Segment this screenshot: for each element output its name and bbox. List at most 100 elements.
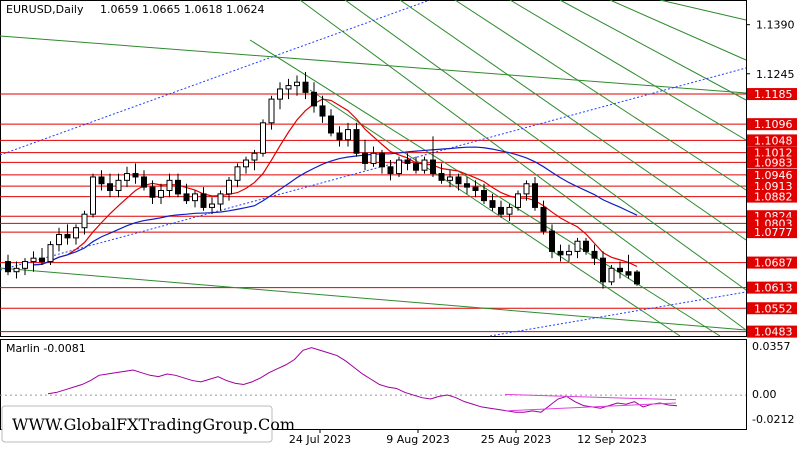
candle-body bbox=[472, 186, 479, 191]
level-badge-label: 1.0613 bbox=[754, 282, 793, 295]
time-tick-label: 12 Sep 2023 bbox=[577, 433, 647, 446]
time-tick-label: 24 Jul 2023 bbox=[289, 433, 351, 446]
drawing-layer bbox=[0, 0, 747, 337]
osc-scale-top: 0.0357 bbox=[752, 340, 791, 353]
channel-line bbox=[659, 0, 747, 21]
channel-line bbox=[344, 0, 747, 291]
candle-body bbox=[30, 257, 37, 263]
candle-body bbox=[149, 186, 156, 198]
candle-body bbox=[464, 183, 470, 188]
price-tick-label: 1.1390 bbox=[756, 19, 795, 32]
candle-body bbox=[166, 179, 173, 191]
candle-body bbox=[370, 152, 377, 164]
level-badge bbox=[747, 134, 797, 147]
candle-body bbox=[5, 261, 11, 273]
level-badge-label: 1.0687 bbox=[754, 257, 793, 270]
candle-body bbox=[302, 81, 309, 93]
level-badge-label: 1.0946 bbox=[754, 169, 793, 182]
candle-body bbox=[455, 176, 462, 185]
candle-body bbox=[438, 173, 445, 181]
candle-body bbox=[523, 183, 530, 195]
osc-scale-bottom: -0.0212 bbox=[752, 413, 794, 426]
candle-body bbox=[362, 152, 368, 164]
marlin-trend-line bbox=[504, 393, 677, 401]
candle-body bbox=[328, 115, 334, 134]
channel-line bbox=[609, 0, 747, 61]
candle-body bbox=[345, 129, 351, 141]
level-badge bbox=[747, 256, 797, 269]
dotted-line bbox=[0, 0, 431, 156]
ma-slow-line bbox=[33, 146, 638, 266]
candle-body bbox=[489, 200, 496, 208]
dotted-line bbox=[0, 67, 747, 271]
candle-body bbox=[396, 159, 402, 175]
time-axis: 24 Jul 2023 9 Aug 2023 25 Aug 2023 12 Sep 2… bbox=[289, 429, 647, 446]
watermark-box bbox=[1, 405, 273, 443]
channel-line bbox=[509, 0, 747, 141]
candle-body bbox=[557, 250, 564, 256]
candle-body bbox=[353, 129, 360, 154]
level-badge-label: 1.0983 bbox=[754, 156, 793, 169]
candle-body bbox=[430, 159, 436, 175]
candle-body bbox=[294, 81, 300, 87]
candle-body bbox=[268, 98, 275, 124]
candle-body bbox=[625, 271, 632, 276]
channel-line bbox=[559, 0, 747, 101]
level-badge-label: 1.1185 bbox=[754, 88, 793, 101]
candle-body bbox=[540, 206, 547, 232]
level-badge-label: 1.0882 bbox=[754, 191, 793, 204]
channel-line bbox=[299, 0, 747, 331]
trend-line bbox=[0, 267, 747, 331]
candle-body bbox=[22, 261, 28, 269]
level-badge bbox=[747, 88, 797, 101]
candle-body bbox=[183, 193, 190, 202]
marlin-trend-line bbox=[504, 402, 677, 412]
candle-body bbox=[634, 271, 640, 285]
candle-body bbox=[549, 230, 555, 252]
candle-body bbox=[64, 233, 71, 239]
time-tick-label: 25 Aug 2023 bbox=[481, 433, 551, 446]
oscillator-pane-frame bbox=[0, 339, 747, 430]
ohlc-values: 1.0659 1.0665 1.0618 1.0624 bbox=[100, 3, 264, 16]
time-tick-label: 9 Aug 2023 bbox=[386, 433, 449, 446]
candle-body bbox=[506, 206, 513, 215]
level-badge bbox=[747, 190, 797, 203]
candle-body bbox=[260, 122, 266, 154]
level-badge bbox=[747, 168, 797, 181]
candle-body bbox=[447, 176, 453, 181]
candle-body bbox=[251, 152, 258, 161]
level-badge bbox=[747, 180, 797, 193]
level-badge bbox=[747, 226, 797, 239]
level-badge-label: 1.0913 bbox=[754, 180, 793, 193]
candle-body bbox=[532, 183, 538, 208]
candle-body bbox=[234, 166, 241, 181]
candle-body bbox=[124, 173, 130, 181]
level-badge-label: 1.1012 bbox=[754, 147, 793, 160]
candle-body bbox=[226, 179, 232, 195]
candle-body bbox=[277, 88, 283, 100]
candle-body bbox=[175, 179, 181, 195]
level-badge-label: 1.1048 bbox=[754, 134, 793, 147]
candle-body bbox=[81, 213, 88, 229]
price-axis: 1.13901.12451.11851.10961.10481.10121.09… bbox=[746, 19, 797, 339]
symbol-label: EURUSD,Daily bbox=[6, 3, 84, 16]
price-tick-label: 1.1245 bbox=[756, 68, 795, 81]
channel-line bbox=[399, 0, 747, 241]
candle-body bbox=[336, 132, 343, 141]
candles-layer bbox=[5, 72, 640, 289]
marlin-line bbox=[47, 347, 678, 413]
candle-body bbox=[73, 227, 79, 239]
level-badge bbox=[747, 118, 797, 131]
candle-body bbox=[200, 193, 207, 208]
candle-body bbox=[617, 267, 623, 273]
candle-body bbox=[132, 173, 139, 178]
candle-body bbox=[243, 159, 249, 168]
candle-body bbox=[115, 179, 122, 191]
candle-body bbox=[39, 257, 45, 263]
candle-body bbox=[591, 250, 598, 259]
candle-body bbox=[209, 203, 215, 208]
level-badge-label: 1.1096 bbox=[754, 118, 793, 131]
level-badge bbox=[747, 146, 797, 159]
candle-body bbox=[98, 176, 105, 185]
